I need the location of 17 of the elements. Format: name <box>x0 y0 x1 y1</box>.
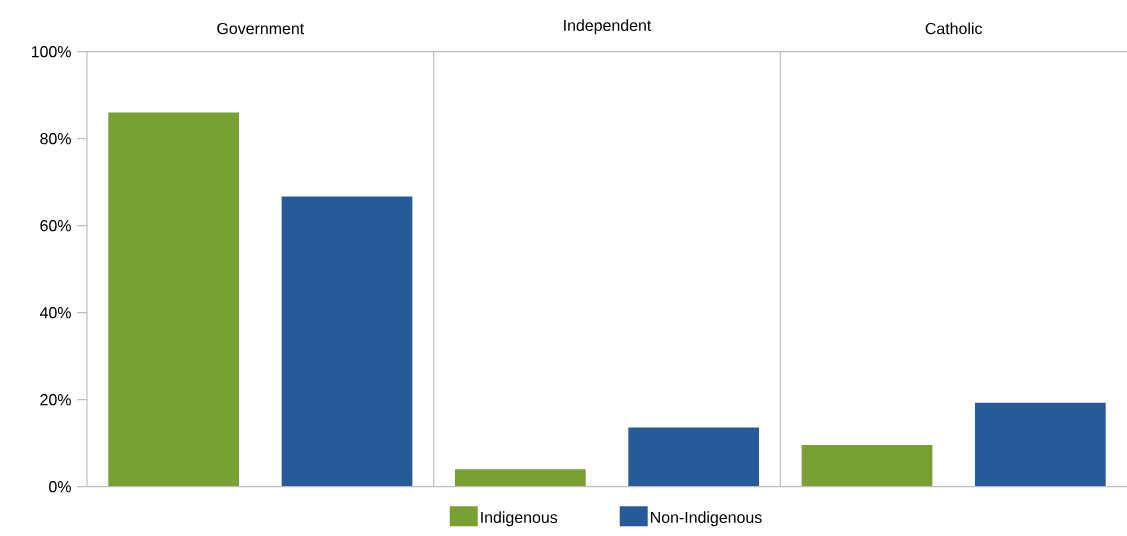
bar <box>108 112 240 487</box>
bar <box>801 444 933 487</box>
y-tick-label: 20% <box>40 394 71 406</box>
legend-label: Indigenous <box>481 511 558 527</box>
legend-label: Non-Indigenous <box>651 511 762 527</box>
x-tick-label: Catholic <box>925 22 983 35</box>
bar <box>281 196 413 487</box>
y-tick-label: 60% <box>40 220 71 232</box>
y-tick-label: 0% <box>49 481 71 493</box>
y-tick-label: 40% <box>39 307 71 319</box>
y-tick-label: 100% <box>31 46 71 58</box>
x-tick-label: Government <box>217 22 305 35</box>
bar <box>974 402 1106 487</box>
bar <box>454 469 586 487</box>
bar <box>628 427 760 487</box>
y-tick-label: 80% <box>40 133 71 145</box>
x-tick-label: Independent <box>564 19 652 35</box>
